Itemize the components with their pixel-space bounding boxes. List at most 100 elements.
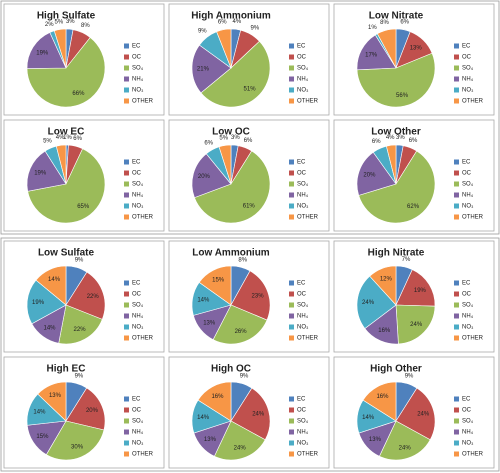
- legend-label: OTHER: [297, 336, 319, 342]
- legend-label: NO₃: [462, 204, 474, 210]
- pie-slice: [26, 150, 67, 192]
- legend-label: OC: [297, 292, 307, 298]
- legend-swatch: [289, 98, 294, 104]
- legend-swatch: [124, 98, 129, 104]
- chart-title: High Nitrate: [368, 248, 425, 259]
- legend-swatch: [289, 65, 294, 71]
- pie-slice: [395, 304, 436, 345]
- slice-label: 13%: [410, 46, 423, 52]
- legend-swatch: [124, 418, 129, 424]
- legend-swatch: [124, 407, 129, 413]
- pie-slice: [200, 40, 271, 108]
- slice-label: 13%: [369, 437, 382, 443]
- slice-label: 17%: [365, 53, 378, 59]
- slice-label: 9%: [240, 374, 249, 380]
- legend-swatch: [454, 407, 459, 413]
- legend-label: EC: [297, 281, 306, 287]
- pie-slice: [376, 28, 397, 69]
- legend-swatch: [454, 98, 459, 104]
- legend-swatch: [289, 313, 294, 319]
- slice-label: 24%: [417, 412, 430, 418]
- legend-label: SO₄: [297, 303, 309, 309]
- legend-swatch: [454, 429, 459, 435]
- slice-label: 3%: [396, 135, 405, 141]
- legend-swatch: [289, 43, 294, 49]
- slice-label: 5%: [55, 19, 64, 25]
- legend-swatch: [124, 159, 129, 165]
- chart-title: Low Ammonium: [192, 248, 270, 259]
- slice-label: 6%: [73, 136, 82, 142]
- slice-label: 12%: [380, 276, 393, 282]
- legend-label: OC: [462, 171, 472, 177]
- legend-label: NO₃: [132, 325, 144, 331]
- slice-label: 19%: [32, 300, 45, 306]
- chart-title: Low Other: [371, 127, 421, 138]
- legend-label: OTHER: [132, 215, 154, 221]
- slice-label: 61%: [243, 203, 256, 209]
- pie-slice: [194, 150, 271, 224]
- pie-slice: [356, 52, 436, 108]
- legend-swatch: [124, 440, 129, 446]
- slice-label: 5%: [219, 135, 228, 141]
- legend-swatch: [454, 451, 459, 457]
- legend-swatch: [454, 396, 459, 402]
- legend-swatch: [289, 192, 294, 198]
- legend-swatch: [124, 43, 129, 49]
- legend-swatch: [124, 280, 129, 286]
- slice-label: 16%: [211, 394, 224, 400]
- legend-label: OC: [462, 408, 472, 414]
- legend-label: NO₃: [297, 88, 309, 94]
- legend-label: NH₄: [297, 193, 309, 199]
- legend-swatch: [454, 280, 459, 286]
- slice-label: 3%: [66, 19, 75, 25]
- legend-swatch: [124, 214, 129, 220]
- legend-label: SO₄: [132, 182, 144, 188]
- legend-swatch: [289, 203, 294, 209]
- legend-label: OTHER: [462, 336, 484, 342]
- legend-label: SO₄: [297, 419, 309, 425]
- slice-label: 6%: [244, 138, 253, 144]
- pie-slice: [213, 420, 266, 461]
- legend-swatch: [124, 192, 129, 198]
- legend-swatch: [289, 170, 294, 176]
- legend-swatch: [454, 65, 459, 71]
- legend-swatch: [124, 54, 129, 60]
- legend-swatch: [289, 418, 294, 424]
- legend-label: EC: [462, 281, 471, 287]
- legend-swatch: [454, 214, 459, 220]
- slice-label: 3%: [231, 135, 240, 141]
- chart-title: Low OC: [212, 127, 250, 138]
- legend-swatch: [124, 181, 129, 187]
- slice-label: 65%: [77, 204, 90, 210]
- legend-swatch: [124, 396, 129, 402]
- legend-swatch: [454, 181, 459, 187]
- chart-title: Low EC: [48, 127, 85, 138]
- legend-swatch: [454, 43, 459, 49]
- slice-label: 8%: [238, 257, 247, 263]
- legend-label: EC: [132, 397, 141, 403]
- slice-label: 4%: [386, 135, 395, 141]
- legend-swatch: [289, 87, 294, 93]
- legend-label: OC: [132, 55, 142, 61]
- slice-label: 21%: [197, 66, 210, 72]
- legend-swatch: [289, 76, 294, 82]
- slice-label: 4%: [233, 19, 242, 25]
- slice-label: 9%: [198, 29, 207, 35]
- legend-label: NH₄: [297, 430, 309, 436]
- pie-slice: [58, 304, 103, 345]
- legend-swatch: [289, 451, 294, 457]
- slice-label: 2%: [45, 22, 54, 28]
- pie-slice: [191, 153, 232, 199]
- legend-swatch: [289, 159, 294, 165]
- legend-swatch: [454, 170, 459, 176]
- pie-slice: [230, 387, 271, 441]
- legend-label: SO₄: [132, 66, 144, 72]
- chart-title: High EC: [47, 364, 86, 375]
- legend-swatch: [124, 313, 129, 319]
- slice-label: 16%: [378, 328, 391, 334]
- chart-title: Low Nitrate: [369, 11, 424, 22]
- legend-label: NO₃: [297, 204, 309, 210]
- slice-label: 6%: [400, 20, 409, 26]
- slice-label: 22%: [74, 327, 87, 333]
